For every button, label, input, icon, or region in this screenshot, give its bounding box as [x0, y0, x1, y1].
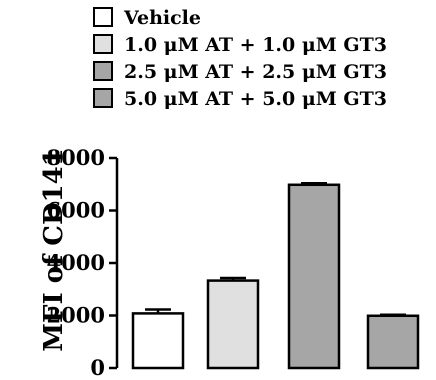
legend-swatch [93, 7, 113, 27]
bar [206, 279, 260, 370]
legend-swatch [93, 88, 113, 108]
y-tick-label: 8000 [47, 145, 105, 170]
y-axis: 0 2000 4000 6000 8000 [47, 145, 119, 380]
legend-label: Vehicle [123, 7, 201, 29]
legend-label: 1.0 μM AT + 1.0 μM GT3 [124, 34, 387, 56]
bar [366, 314, 420, 370]
y-tick-label: 6000 [47, 198, 105, 223]
y-axis-title: MFI of CD141 [39, 148, 69, 352]
y-tick-label: 4000 [47, 250, 105, 275]
y-tick-label: 2000 [47, 303, 105, 328]
legend-label: 2.5 μM AT + 2.5 μM GT3 [124, 61, 387, 83]
y-tick-label: 0 [90, 355, 105, 380]
bar [131, 312, 185, 370]
legend-swatch [93, 61, 113, 81]
bar [287, 183, 341, 370]
bars [131, 181, 420, 370]
legend-swatch [93, 34, 113, 54]
legend-label: 5.0 μM AT + 5.0 μM GT3 [124, 88, 387, 110]
chart-legend: Vehicle 1.0 μM AT + 1.0 μM GT3 2.5 μM AT +… [93, 7, 387, 110]
